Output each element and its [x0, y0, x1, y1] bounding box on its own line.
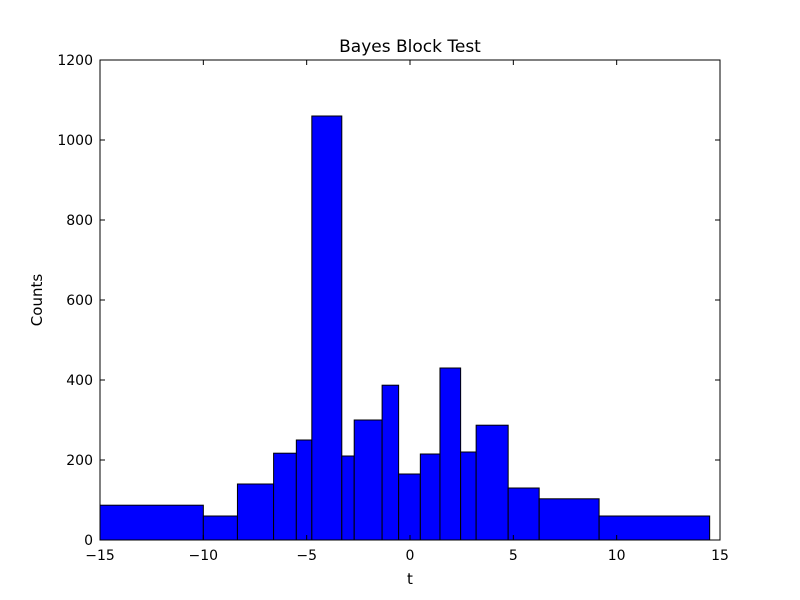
histogram-bar-3	[273, 452, 297, 541]
y-tick-label: 600	[66, 293, 93, 309]
ticks-layer: −15 −10 −5 0 5 10 15 0 200 400 600 800 1000 1200	[57, 53, 729, 564]
y-tick-label: 400	[66, 373, 93, 389]
x-tick-label: −10	[189, 548, 219, 564]
chart-title: Bayes Block Test	[339, 37, 481, 57]
histogram-bar-11	[439, 367, 462, 541]
y-tick-label: 1000	[57, 133, 93, 149]
y-axis-label: Counts	[28, 274, 46, 327]
y-tick-label: 0	[84, 533, 93, 549]
histogram-bar-15	[538, 498, 600, 541]
bars-layer	[99, 115, 711, 541]
histogram-bar-10	[419, 453, 441, 541]
histogram-bar-4	[295, 439, 313, 541]
histogram-bar-0	[99, 504, 204, 541]
histogram-bar-14	[507, 487, 540, 541]
x-tick-label: 15	[711, 548, 729, 564]
histogram-bar-6	[341, 455, 355, 541]
histogram-bar-8	[381, 384, 400, 541]
histogram-bar-9	[398, 473, 421, 541]
histogram-bar-12	[460, 451, 477, 541]
x-tick-label: 0	[406, 548, 415, 564]
y-tick-label: 200	[66, 453, 93, 469]
x-tick-label: −15	[85, 548, 115, 564]
histogram-bar-7	[353, 419, 383, 541]
x-tick-label: 5	[509, 548, 518, 564]
y-tick-label: 800	[66, 213, 93, 229]
plot-frame	[99, 59, 721, 541]
x-tick-label: −5	[296, 548, 317, 564]
histogram-bar-1	[202, 515, 238, 541]
histogram-bar-13	[475, 424, 509, 541]
y-tick-label: 1200	[57, 53, 93, 69]
x-tick-label: 10	[608, 548, 626, 564]
histogram-bar-5	[311, 115, 343, 541]
histogram-bar-2	[236, 483, 275, 541]
histogram-bar-16	[598, 515, 711, 541]
x-axis-label: t	[407, 570, 413, 588]
